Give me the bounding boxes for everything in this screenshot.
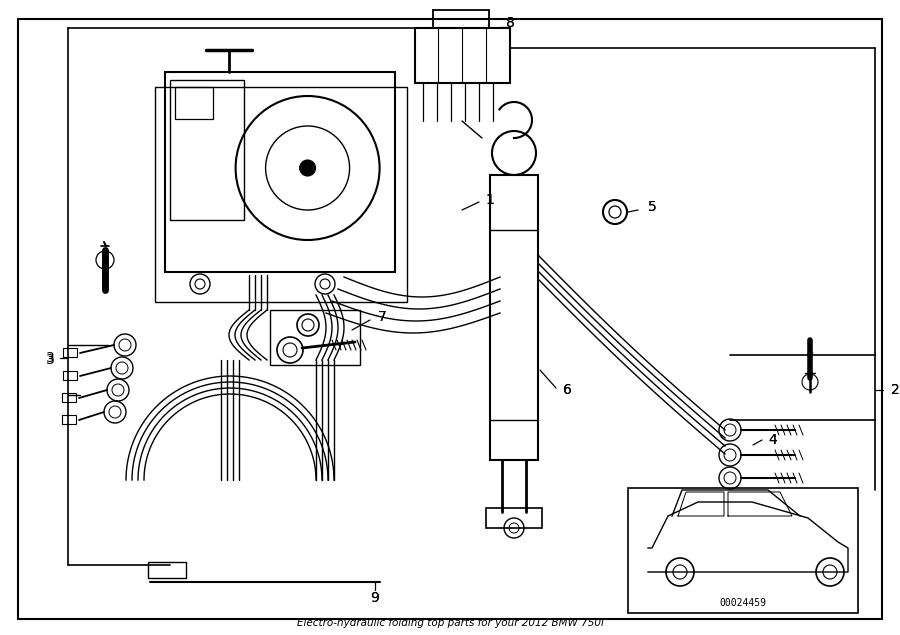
Text: 6: 6 (562, 383, 572, 397)
Text: 8: 8 (506, 16, 515, 30)
Bar (270, 310, 360, 365)
Text: 3: 3 (46, 351, 54, 365)
Text: Oil: Oil (102, 267, 109, 272)
Text: 7: 7 (378, 310, 386, 324)
Bar (628, 488, 858, 613)
Text: 6: 6 (562, 383, 572, 397)
Bar (490, 175, 538, 460)
Text: 4: 4 (769, 433, 778, 447)
Text: 3: 3 (46, 353, 54, 367)
Text: 4: 4 (769, 433, 778, 447)
Text: Oil: Oil (806, 352, 814, 358)
Bar (415, 28, 510, 83)
Bar (486, 508, 542, 528)
Bar (148, 562, 186, 578)
Bar (155, 87, 407, 302)
Text: 5: 5 (648, 200, 656, 214)
Text: 1: 1 (486, 193, 494, 207)
Bar (170, 80, 244, 220)
Text: 9: 9 (371, 591, 380, 605)
Bar (165, 72, 395, 272)
Text: Electro-hydraulic folding top parts for your 2012 BMW 750i: Electro-hydraulic folding top parts for … (297, 618, 603, 628)
Text: 00024459: 00024459 (719, 598, 767, 608)
Text: 2: 2 (891, 383, 899, 397)
Bar (63, 348, 77, 357)
Text: 7: 7 (378, 310, 386, 324)
Text: 5: 5 (648, 200, 656, 214)
Circle shape (300, 160, 316, 176)
Text: 2: 2 (891, 383, 899, 397)
Text: 9: 9 (371, 591, 380, 605)
Bar (62, 393, 76, 402)
Bar (63, 371, 77, 380)
Bar (62, 415, 76, 424)
Text: 8: 8 (506, 16, 515, 30)
Bar (175, 87, 213, 119)
Text: 1: 1 (486, 193, 494, 207)
